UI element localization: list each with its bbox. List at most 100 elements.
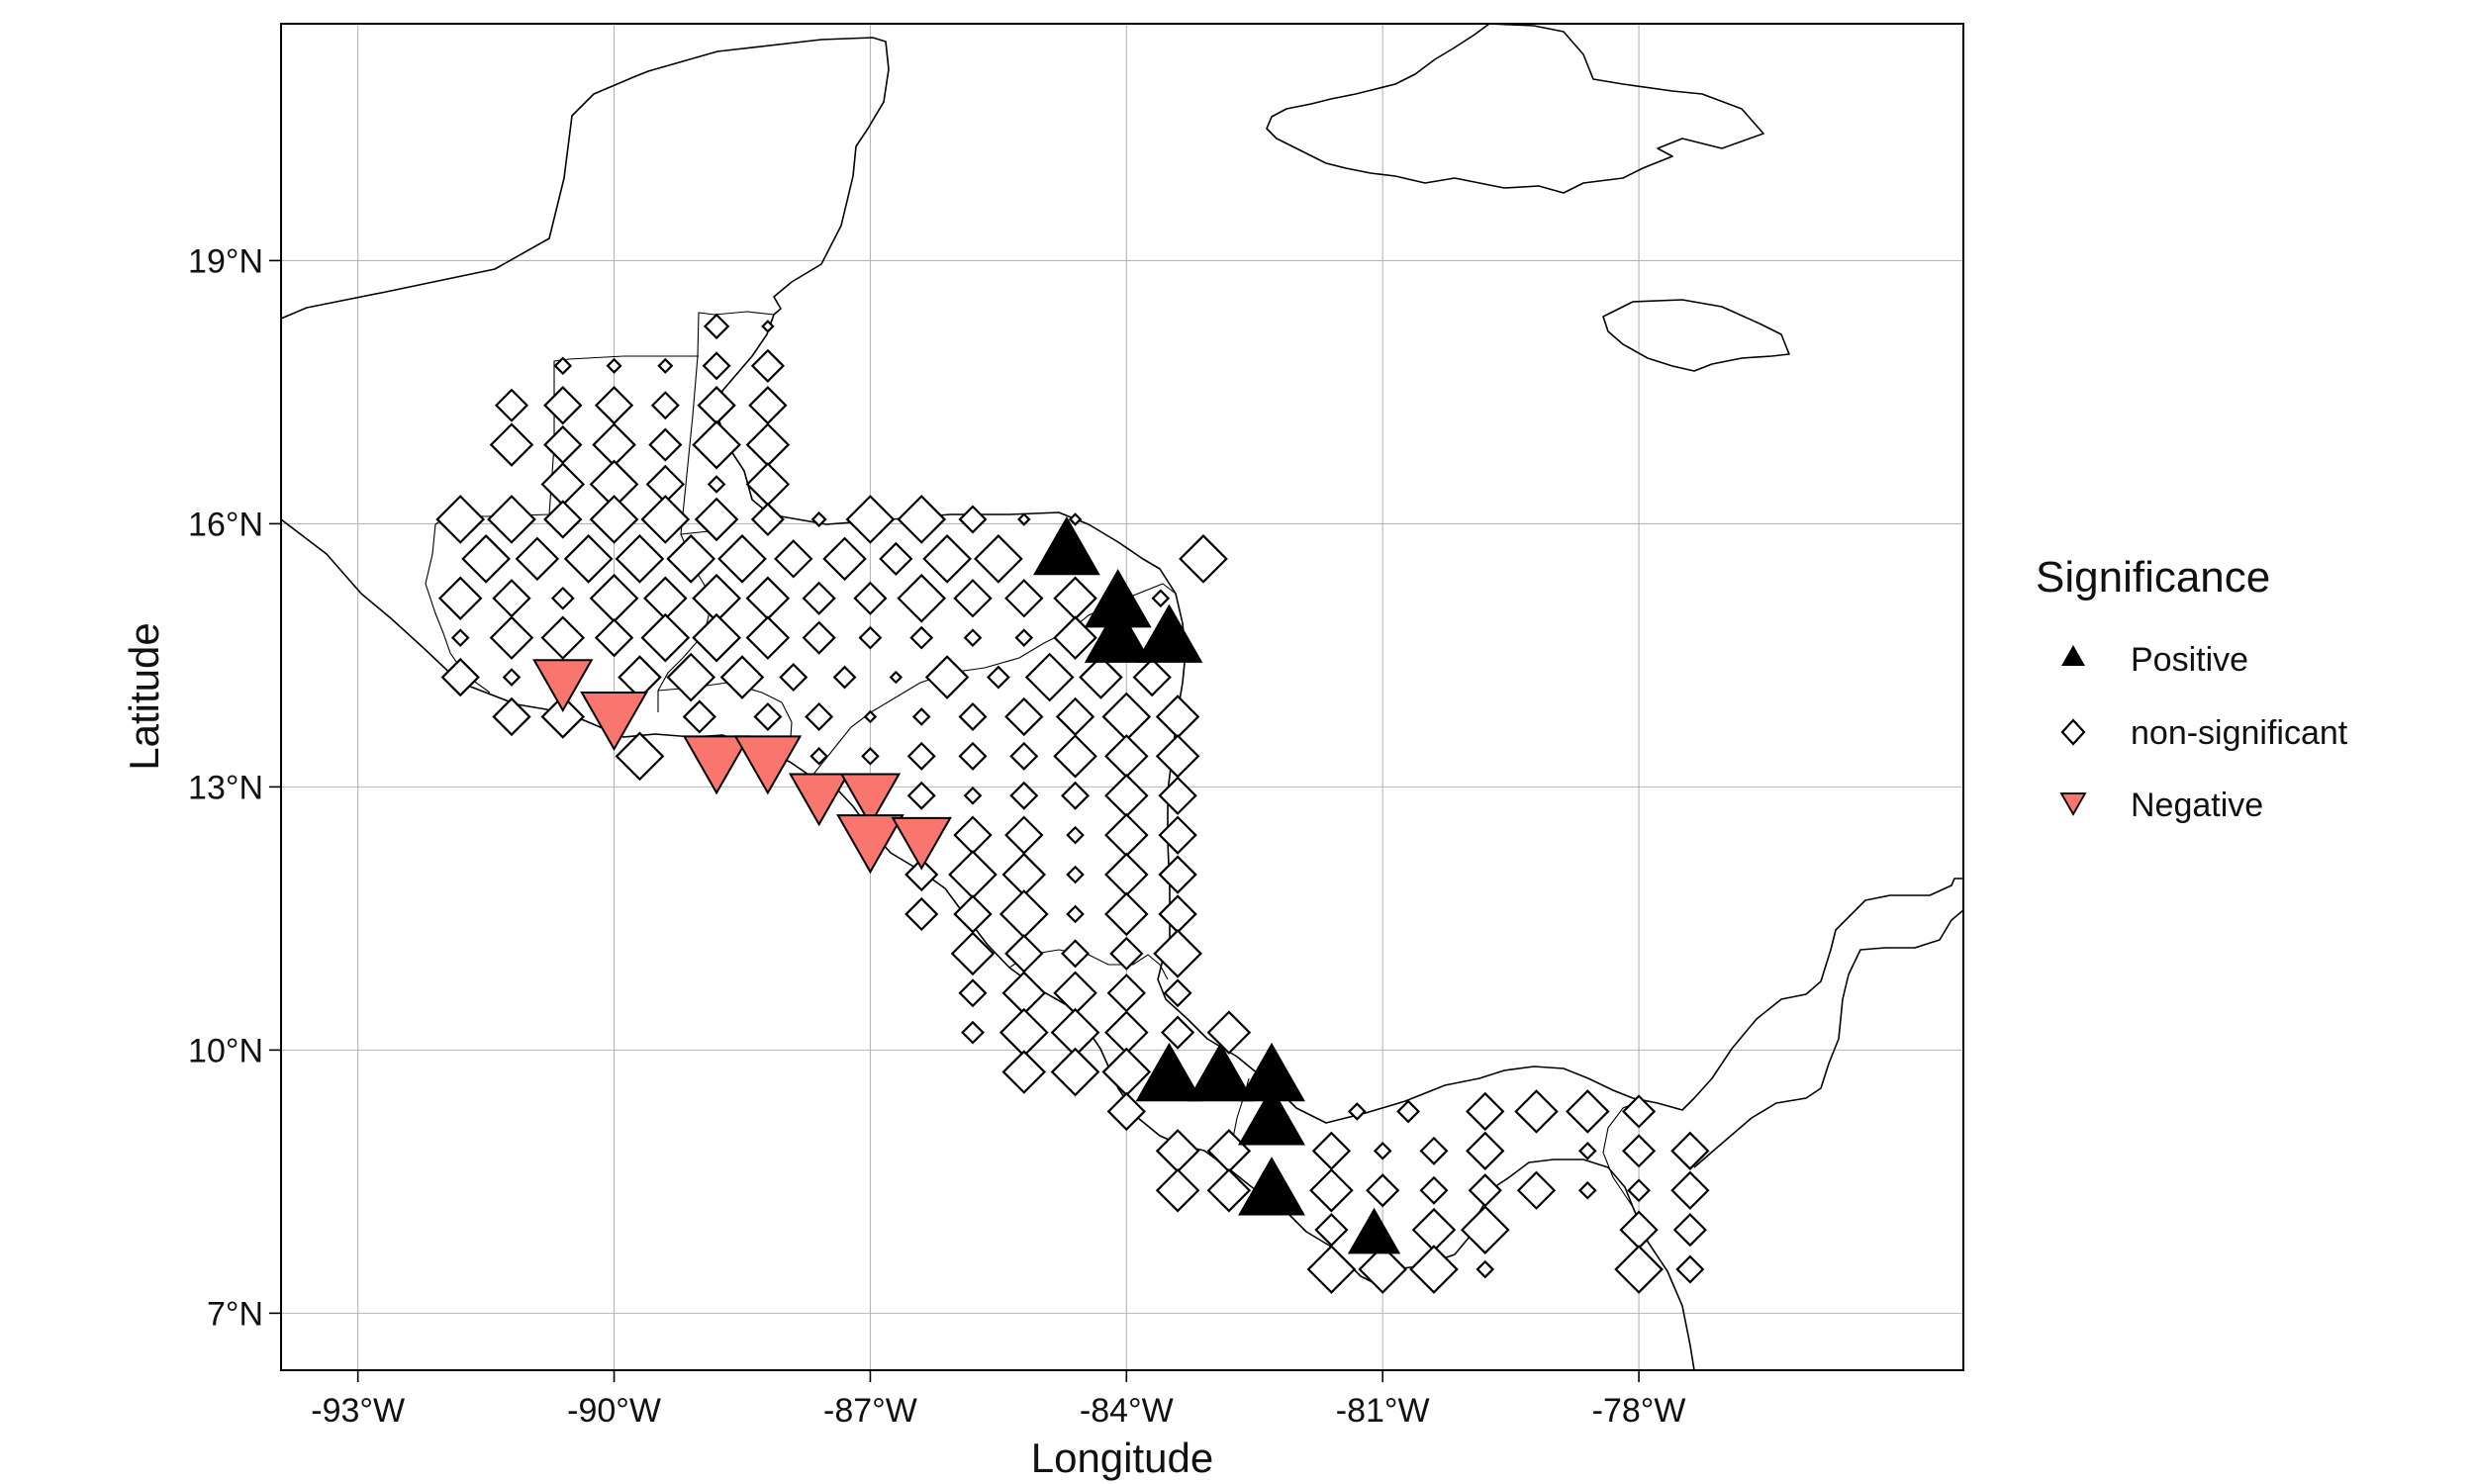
point-non-significant bbox=[1621, 1094, 1657, 1129]
point-non-significant bbox=[1158, 855, 1197, 894]
point-non-significant bbox=[1061, 939, 1091, 969]
point-positive bbox=[1135, 1042, 1203, 1102]
point-non-significant bbox=[703, 313, 730, 340]
point-non-significant bbox=[1516, 1170, 1557, 1210]
point-non-significant bbox=[437, 576, 483, 621]
plot-panel-border bbox=[280, 23, 1964, 1371]
point-non-significant bbox=[863, 709, 878, 724]
point-non-significant bbox=[802, 581, 836, 615]
x-tick-label: -81°W bbox=[1336, 1392, 1430, 1430]
y-tick-label: 13°N bbox=[188, 769, 263, 806]
point-non-significant bbox=[750, 348, 785, 383]
point-non-significant bbox=[502, 668, 522, 687]
point-non-significant bbox=[707, 475, 726, 494]
point-non-significant bbox=[1566, 1089, 1610, 1134]
x-tick-label: -93°W bbox=[311, 1392, 405, 1430]
point-non-significant bbox=[489, 615, 534, 660]
point-non-significant bbox=[515, 536, 560, 582]
point-non-significant bbox=[1577, 1142, 1597, 1160]
point-non-significant bbox=[958, 978, 988, 1008]
point-non-significant bbox=[1475, 1259, 1495, 1279]
point-non-significant bbox=[1061, 781, 1091, 810]
coastline-jamaica bbox=[1602, 299, 1790, 372]
point-positive bbox=[1238, 1086, 1305, 1146]
point-non-significant bbox=[640, 495, 691, 544]
point-non-significant bbox=[1053, 734, 1097, 779]
point-non-significant bbox=[543, 500, 583, 539]
coastline-colombia bbox=[1693, 909, 1963, 1168]
point-non-significant bbox=[682, 699, 716, 734]
point-non-significant bbox=[904, 857, 939, 892]
point-non-significant bbox=[822, 536, 867, 582]
point-non-significant bbox=[1004, 696, 1044, 737]
point-non-significant bbox=[897, 495, 947, 544]
point-non-significant bbox=[745, 615, 791, 660]
point-non-significant bbox=[974, 533, 1023, 584]
y-tick-label: 10°N bbox=[188, 1032, 263, 1069]
point-non-significant bbox=[1132, 657, 1172, 697]
point-non-significant bbox=[553, 356, 573, 376]
point-non-significant bbox=[802, 620, 836, 655]
points-layer bbox=[435, 313, 1710, 1294]
point-non-significant bbox=[906, 781, 936, 810]
point-non-significant bbox=[550, 586, 575, 610]
point-non-significant bbox=[858, 625, 883, 650]
point-non-significant bbox=[1068, 512, 1083, 526]
point-non-significant bbox=[911, 707, 931, 726]
y-tick-label: 19°N bbox=[188, 242, 263, 280]
point-non-significant bbox=[1004, 579, 1044, 618]
point-non-significant bbox=[1670, 1131, 1710, 1171]
point-negative bbox=[788, 773, 850, 827]
point-positive bbox=[1187, 1042, 1255, 1102]
point-non-significant bbox=[1017, 512, 1031, 526]
point-non-significant bbox=[1158, 776, 1197, 815]
point-non-significant bbox=[615, 731, 665, 782]
x-axis-title: Longitude bbox=[1031, 1435, 1214, 1481]
point-non-significant bbox=[1306, 1245, 1357, 1294]
point-non-significant bbox=[450, 628, 470, 647]
point-non-significant bbox=[805, 701, 834, 731]
point-non-significant bbox=[717, 533, 767, 584]
x-tick-label: -87°W bbox=[823, 1392, 917, 1430]
point-non-significant bbox=[950, 931, 996, 976]
point-negative bbox=[836, 814, 904, 875]
legend: Significance Positive non-significant Ne… bbox=[2036, 553, 2348, 824]
point-negative bbox=[891, 816, 952, 871]
point-non-significant bbox=[694, 497, 739, 542]
point-non-significant bbox=[1104, 891, 1149, 937]
point-non-significant bbox=[1066, 825, 1085, 845]
point-non-significant bbox=[986, 665, 1010, 690]
point-negative bbox=[532, 659, 594, 712]
point-non-significant bbox=[1106, 1091, 1146, 1132]
point-negative bbox=[580, 691, 648, 752]
point-non-significant bbox=[1514, 1089, 1559, 1134]
point-non-significant bbox=[589, 495, 639, 544]
point-non-significant bbox=[810, 510, 827, 527]
point-non-significant bbox=[958, 741, 988, 771]
point-negative bbox=[839, 773, 902, 827]
point-non-significant bbox=[615, 533, 665, 584]
point-non-significant bbox=[543, 386, 583, 425]
point-non-significant bbox=[924, 655, 970, 699]
point-non-significant bbox=[832, 665, 857, 690]
point-non-significant bbox=[1409, 1245, 1459, 1294]
point-non-significant bbox=[761, 320, 775, 333]
y-axis-title: Latitude bbox=[121, 622, 167, 770]
point-non-significant bbox=[666, 533, 716, 584]
point-non-significant bbox=[774, 539, 813, 579]
point-negative bbox=[682, 735, 751, 795]
coastline-yucatan bbox=[281, 37, 890, 320]
y-tick-label: 16°N bbox=[188, 506, 263, 543]
point-non-significant bbox=[563, 533, 614, 584]
point-non-significant bbox=[922, 533, 972, 584]
point-non-significant bbox=[1206, 1167, 1252, 1213]
point-non-significant bbox=[853, 581, 888, 615]
point-non-significant bbox=[1014, 628, 1034, 647]
point-non-significant bbox=[906, 741, 936, 771]
point-non-significant bbox=[606, 357, 622, 374]
border-guatemala-honduras bbox=[657, 533, 714, 712]
point-non-significant bbox=[692, 419, 741, 470]
point-non-significant bbox=[958, 701, 988, 731]
point-non-significant bbox=[1670, 1170, 1710, 1210]
legend-title: Significance bbox=[2036, 553, 2270, 602]
